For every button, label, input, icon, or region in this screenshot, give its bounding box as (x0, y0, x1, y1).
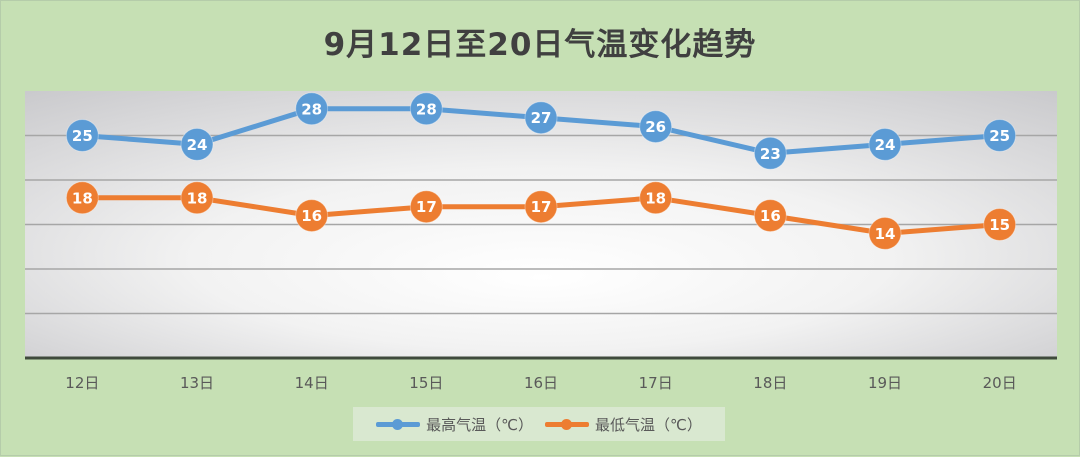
x-tick-label: 17日 (639, 374, 673, 392)
data-point-marker[interactable] (868, 216, 902, 250)
legend: 最高气温（℃） 最低气温（℃） (353, 407, 725, 441)
data-point-marker[interactable] (180, 181, 214, 215)
series-0: 25 24 28 28 27 26 23 24 25 (65, 92, 1017, 170)
x-tick-label: 13日 (180, 374, 214, 392)
data-point-marker[interactable] (295, 199, 329, 233)
x-tick-label: 19日 (868, 374, 902, 392)
chart-title: 9月12日至20日气温变化趋势 (323, 27, 757, 63)
data-point-marker[interactable] (753, 136, 787, 170)
data-label: 17 (416, 198, 437, 216)
data-point-marker[interactable] (65, 181, 99, 215)
legend-low-label: 最低气温（℃） (595, 415, 702, 434)
x-tick-label: 16日 (524, 374, 558, 392)
data-label: 24 (187, 136, 208, 154)
legend-item-high[interactable]: 最高气温（℃） (376, 414, 533, 435)
data-label: 15 (989, 216, 1010, 234)
x-tick-label: 12日 (65, 374, 99, 392)
data-point-marker[interactable] (983, 119, 1017, 152)
x-axis-labels: 12日 13日 14日 15日 16日 17日 18日 19日 20日 (65, 374, 1016, 392)
data-label: 17 (531, 198, 552, 216)
data-label: 25 (72, 127, 93, 145)
data-point-marker[interactable] (180, 127, 214, 161)
data-label: 26 (645, 118, 666, 136)
x-tick-label: 20日 (983, 374, 1017, 392)
x-tick-label: 14日 (295, 374, 329, 392)
legend-low-line-icon (545, 418, 589, 430)
data-point-marker[interactable] (639, 110, 673, 144)
data-point-marker[interactable] (524, 101, 558, 135)
data-label: 16 (301, 207, 322, 225)
data-label: 18 (645, 189, 666, 207)
data-point-marker[interactable] (65, 119, 99, 152)
data-label: 27 (531, 109, 552, 127)
data-label: 16 (760, 207, 781, 225)
data-label: 28 (416, 100, 437, 118)
data-point-marker[interactable] (868, 127, 902, 161)
series-lines: 25 24 28 28 27 26 23 24 25 18 18 16 17 17 18 16 14 15 (65, 92, 1017, 250)
data-point-marker[interactable] (753, 199, 787, 233)
data-label: 24 (875, 136, 896, 154)
legend-item-low[interactable]: 最低气温（℃） (545, 414, 702, 435)
data-label: 23 (760, 145, 781, 163)
x-tick-label: 18日 (753, 374, 787, 392)
data-point-marker[interactable] (409, 190, 443, 224)
data-point-marker[interactable] (524, 190, 558, 224)
data-label: 18 (72, 189, 93, 207)
data-label: 18 (187, 189, 208, 207)
data-point-marker[interactable] (409, 92, 443, 126)
data-point-marker[interactable] (295, 92, 329, 126)
data-label: 28 (301, 100, 322, 118)
data-label: 14 (875, 225, 896, 243)
legend-high-label: 最高气温（℃） (426, 415, 533, 434)
data-label: 25 (989, 127, 1010, 145)
series-1: 18 18 16 17 17 18 16 14 15 (65, 181, 1017, 250)
data-point-marker[interactable] (983, 208, 1017, 241)
legend-high-line-icon (376, 418, 421, 430)
x-tick-label: 15日 (409, 374, 443, 392)
data-point-marker[interactable] (639, 181, 673, 215)
